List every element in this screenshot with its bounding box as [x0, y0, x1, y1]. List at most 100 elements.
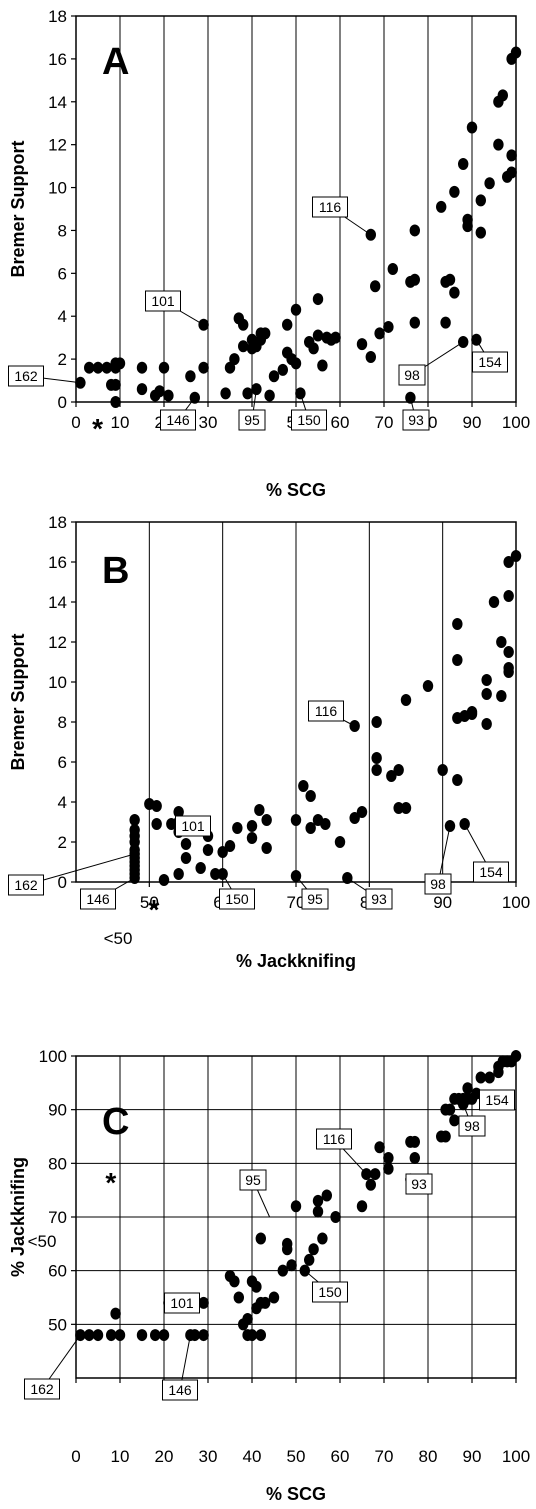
- data-point: [268, 1291, 280, 1304]
- x-tick-label: 10: [111, 1447, 130, 1466]
- data-point: [387, 263, 398, 276]
- annotation-label: 116: [319, 199, 342, 215]
- data-point: [496, 690, 507, 702]
- data-point: [261, 842, 272, 854]
- data-point: [254, 804, 265, 816]
- data-point: [158, 1329, 170, 1342]
- x-axis-label: % SCG: [266, 480, 326, 500]
- data-point: [484, 177, 495, 190]
- annotation-label: 95: [245, 1172, 261, 1188]
- data-point: [282, 1243, 293, 1256]
- annotation-box: [365, 888, 393, 910]
- data-point: [422, 680, 434, 692]
- data-point: [238, 340, 249, 353]
- annotation-label: 146: [86, 891, 110, 907]
- data-point: [290, 870, 302, 882]
- data-point: [356, 806, 368, 818]
- y-tick-label: 18: [48, 7, 67, 26]
- data-point: [409, 1151, 420, 1164]
- x-tick-label: 40: [243, 1447, 262, 1466]
- y-tick-label: 18: [48, 513, 67, 532]
- data-point: [510, 46, 522, 59]
- data-point: [409, 1135, 420, 1148]
- data-point: [481, 674, 492, 686]
- data-point: [290, 357, 302, 370]
- annotation-box: [472, 351, 508, 373]
- data-point: [286, 1259, 297, 1272]
- annotation-label: 95: [307, 891, 323, 907]
- annotation-box: [238, 409, 266, 431]
- data-point: [92, 361, 104, 374]
- annotation-box: [473, 861, 509, 883]
- data-point: [295, 387, 306, 400]
- y-axis-label: Bremer Support: [8, 633, 28, 770]
- data-point: [84, 361, 95, 374]
- y-axis-label: % Jackknifing: [8, 1157, 28, 1277]
- annotation-label: 146: [168, 1382, 192, 1398]
- data-point: [173, 806, 184, 818]
- data-point: [371, 752, 382, 764]
- annotation-label: 150: [318, 1284, 342, 1300]
- data-point: [277, 1264, 288, 1277]
- annotation-label: 101: [170, 1295, 194, 1311]
- data-point: [92, 1329, 104, 1342]
- y-tick-label: 16: [48, 553, 67, 572]
- data-point: [374, 1141, 385, 1154]
- annotation-box: [8, 874, 44, 896]
- data-point: [75, 376, 86, 389]
- data-point: [330, 1211, 341, 1223]
- data-point: [452, 654, 463, 666]
- data-point: [114, 1329, 126, 1342]
- data-point: [151, 818, 162, 830]
- data-point: [242, 1312, 253, 1325]
- data-point: [202, 844, 214, 856]
- data-point: [409, 316, 420, 329]
- y-tick-label: 10: [48, 673, 67, 692]
- data-point: [444, 1103, 456, 1116]
- y-tick-label: 80: [48, 1154, 67, 1173]
- x-axis-label: % Jackknifing: [236, 951, 356, 971]
- data-point: [189, 1329, 200, 1342]
- y-tick-label: 2: [58, 833, 67, 852]
- y-tick-label: 2: [58, 350, 67, 369]
- y-tick-label: 14: [48, 593, 67, 612]
- data-point: [317, 359, 328, 372]
- data-point: [386, 770, 397, 782]
- data-point: [150, 1329, 161, 1342]
- data-point: [444, 273, 456, 286]
- data-point: [242, 387, 253, 400]
- data-point: [496, 636, 507, 648]
- x-tick-label: 90: [433, 893, 452, 912]
- y-axis-label: Bremer Support: [8, 140, 28, 277]
- x-tick-label: 70: [375, 413, 394, 432]
- data-point: [383, 1162, 394, 1175]
- y-tick-label: 8: [58, 713, 67, 732]
- data-point: [356, 1200, 368, 1213]
- data-point: [409, 273, 420, 286]
- data-point: [290, 1200, 302, 1213]
- data-point: [503, 666, 514, 678]
- annotation-box: [301, 888, 329, 910]
- x-tick-label: 70: [287, 893, 306, 912]
- annotation-label: 154: [485, 1092, 509, 1108]
- data-point: [370, 280, 381, 293]
- data-point: [436, 200, 447, 213]
- data-point: [400, 694, 412, 706]
- data-point: [158, 361, 170, 374]
- data-point: [449, 185, 460, 198]
- data-point: [317, 1232, 328, 1245]
- annotation-box: [80, 888, 116, 910]
- y-tick-label: 0: [58, 393, 67, 412]
- data-point: [481, 688, 492, 700]
- annotation-box: [479, 1089, 515, 1111]
- data-point: [229, 353, 240, 366]
- data-point: [506, 166, 517, 179]
- data-point: [238, 318, 249, 331]
- data-point: [110, 378, 121, 391]
- annotation-box: [24, 1378, 60, 1400]
- data-point: [277, 363, 288, 376]
- data-point: [290, 814, 302, 826]
- x-tick-label: 80: [419, 1447, 438, 1466]
- data-point: [129, 824, 140, 836]
